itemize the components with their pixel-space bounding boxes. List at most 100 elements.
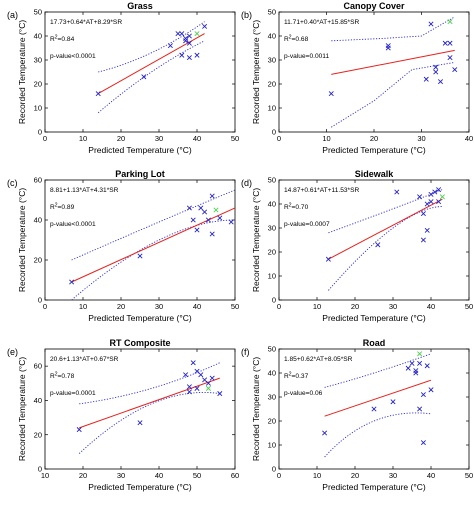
ci-lower-bound xyxy=(324,412,432,458)
data-point xyxy=(420,440,426,446)
chart-title: Canopy Cover xyxy=(343,1,405,11)
x-axis-label: Predicted Temperature (°C) xyxy=(88,145,192,155)
x-tick-label: 40 xyxy=(155,471,163,480)
x-tick-label: 30 xyxy=(389,471,397,480)
r-squared-value: =0.89 xyxy=(58,204,75,211)
data-point xyxy=(390,399,396,405)
y-tick-label: 60 xyxy=(34,362,42,371)
plot-frame xyxy=(278,11,470,133)
plot-frame xyxy=(44,348,236,470)
data-point xyxy=(202,23,208,29)
y-tick-label: 50 xyxy=(268,8,276,17)
x-tick-label: 30 xyxy=(417,134,425,143)
data-point xyxy=(428,199,434,205)
data-point xyxy=(228,219,234,225)
y-axis-label: Recorded Temperature (°C) xyxy=(17,357,27,462)
data-point xyxy=(186,33,192,39)
fit-line xyxy=(79,377,220,429)
x-tick-label: 30 xyxy=(117,471,125,480)
data-layer xyxy=(69,189,235,300)
y-tick-label: 30 xyxy=(268,56,276,65)
y-tick-label: 10 xyxy=(268,272,276,281)
y-tick-label: 0 xyxy=(38,128,42,137)
data-point xyxy=(190,217,196,223)
data-layer xyxy=(76,360,223,454)
x-tick-label: 10 xyxy=(313,471,321,480)
r-squared-prefix: R xyxy=(284,204,289,211)
data-point xyxy=(433,69,439,75)
x-tick-label: 10 xyxy=(79,134,87,143)
highlight-point xyxy=(213,207,219,213)
data-point xyxy=(452,67,458,73)
data-point xyxy=(405,365,411,371)
panel-3: Sidewalk (d) 0 10 20 30 40 50 0 10 20 30 40 50 Predict… xyxy=(241,169,473,323)
x-tick-label: 40 xyxy=(465,134,473,143)
highlight-point xyxy=(194,31,200,37)
regression-equation: 17.73+0.64*AT+8.29*SR xyxy=(50,19,122,26)
data-point xyxy=(209,375,215,381)
data-layer xyxy=(328,16,458,128)
y-tick-label: 20 xyxy=(34,80,42,89)
x-tick-label: 60 xyxy=(231,471,239,480)
plot-frame xyxy=(278,179,470,301)
data-layer xyxy=(322,351,434,458)
fit-line xyxy=(331,49,455,75)
data-layer xyxy=(95,21,208,114)
x-tick-label: 50 xyxy=(231,134,239,143)
r-squared-prefix: R xyxy=(284,36,289,43)
r-squared-exponent: 2 xyxy=(55,203,58,209)
y-tick-label: 0 xyxy=(38,465,42,474)
x-tick-label: 20 xyxy=(351,302,359,311)
regression-equation: 14.87+0.61*AT+11.53*SR xyxy=(284,187,360,194)
r-squared-exponent: 2 xyxy=(289,35,292,41)
x-axis-label: Predicted Temperature (°C) xyxy=(322,313,426,323)
ci-upper-bound xyxy=(324,353,432,388)
regression-equation: 20.6+1.13*AT+0.67*SR xyxy=(50,356,119,363)
data-point xyxy=(186,389,192,395)
highlight-point xyxy=(439,194,445,200)
data-point xyxy=(175,31,181,37)
y-axis-label: Recorded Temperature (°C) xyxy=(251,188,261,293)
x-tick-label: 20 xyxy=(117,302,125,311)
panel-4: RT Composite (e) 10 20 30 40 50 60 0 20 40 60 Predic… xyxy=(7,338,239,492)
highlight-point xyxy=(447,19,453,25)
x-tick-label: 10 xyxy=(79,302,87,311)
data-point xyxy=(209,193,215,199)
data-point xyxy=(137,253,143,259)
data-point xyxy=(328,91,334,97)
y-tick-label: 40 xyxy=(268,369,276,378)
data-point xyxy=(194,227,200,233)
p-value: p-value=0.0011 xyxy=(284,53,329,60)
x-tick-label: 10 xyxy=(322,134,330,143)
x-axis-label: Predicted Temperature (°C) xyxy=(322,145,426,155)
data-point xyxy=(437,79,444,85)
plot-frame xyxy=(44,179,236,301)
data-point xyxy=(190,360,196,366)
data-point xyxy=(179,31,185,37)
r-squared-value: =0.37 xyxy=(292,373,309,380)
chart-title: Sidewalk xyxy=(355,169,395,179)
panel-label: (c) xyxy=(7,178,18,188)
x-tick-label: 10 xyxy=(313,302,321,311)
data-point xyxy=(424,363,430,369)
data-point xyxy=(205,217,211,223)
y-tick-label: 10 xyxy=(268,104,276,113)
y-tick-label: 0 xyxy=(272,296,276,305)
chart-title: Grass xyxy=(127,1,153,11)
r-squared-prefix: R xyxy=(50,373,55,380)
data-point xyxy=(424,227,430,233)
data-point xyxy=(141,74,147,80)
x-axis-label: Predicted Temperature (°C) xyxy=(322,482,426,492)
chart-title: RT Composite xyxy=(109,338,170,348)
data-point xyxy=(420,237,426,243)
highlight-point xyxy=(417,351,423,357)
data-point xyxy=(385,45,391,51)
r-squared-exponent: 2 xyxy=(55,35,58,41)
fit-line xyxy=(97,33,205,95)
panel-1: Canopy Cover (b) 0 10 20 30 40 0 10 20 30 40 50 Predi… xyxy=(241,1,473,155)
y-tick-label: 20 xyxy=(34,256,42,265)
panel-label: (b) xyxy=(241,10,252,20)
ci-lower-bound xyxy=(328,205,443,291)
ci-upper-bound xyxy=(98,21,205,73)
data-point xyxy=(423,76,429,82)
